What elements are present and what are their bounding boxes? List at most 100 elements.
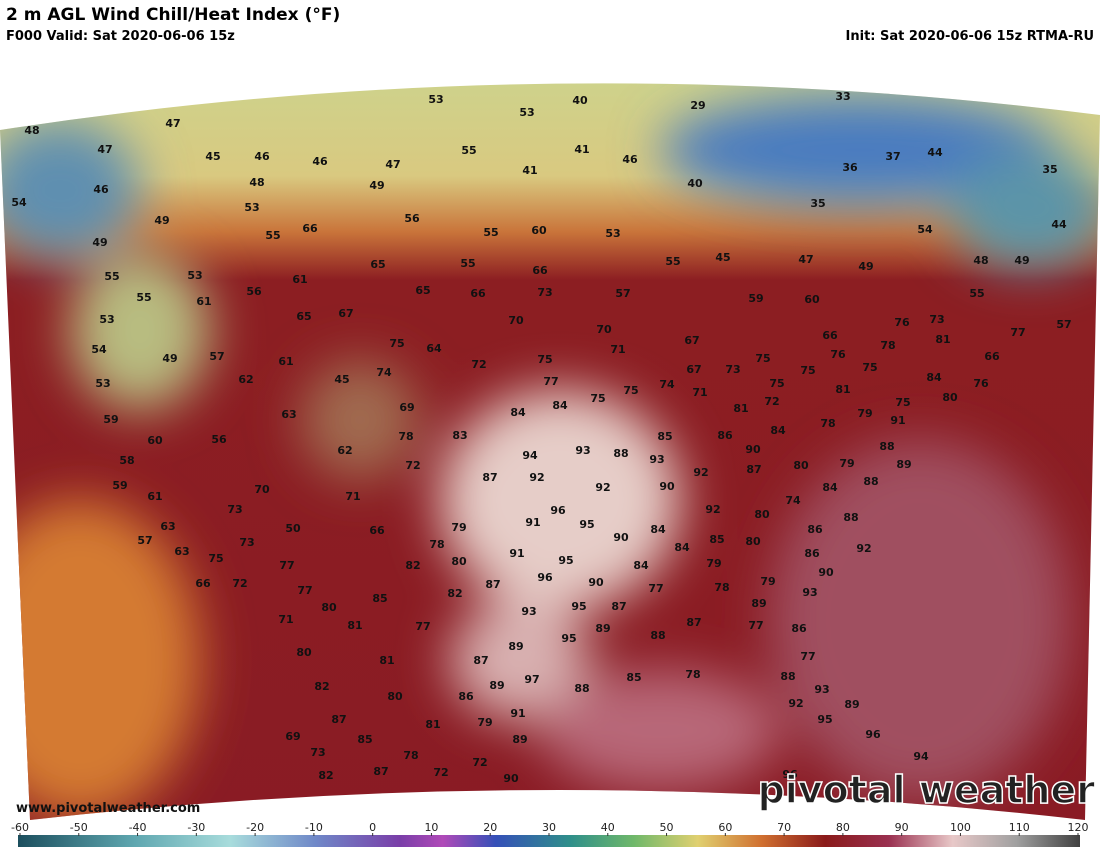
temp-label: 56 — [246, 285, 262, 298]
temp-label: 67 — [684, 334, 699, 347]
colorbar-tick-label: -40 — [129, 821, 147, 834]
temp-label: 60 — [147, 434, 163, 447]
temp-label: 72 — [232, 577, 247, 590]
temp-label: 47 — [798, 253, 813, 266]
temp-label: 84 — [770, 424, 786, 437]
title: 2 m AGL Wind Chill/Heat Index (°F) — [6, 5, 340, 25]
temp-label: 90 — [588, 576, 604, 589]
temp-label: 81 — [935, 333, 950, 346]
temp-label: 62 — [238, 373, 253, 386]
temp-label: 86 — [458, 690, 474, 703]
temp-label: 61 — [147, 490, 162, 503]
temp-label: 86 — [791, 622, 807, 635]
temp-label: 81 — [379, 654, 394, 667]
colorbar-tick-label: 120 — [1068, 821, 1089, 834]
colorbar-tick-label: 100 — [950, 821, 971, 834]
temp-label: 85 — [372, 592, 387, 605]
temp-label: 91 — [890, 414, 905, 427]
temp-label: 86 — [807, 523, 823, 536]
temp-label: 47 — [385, 158, 400, 171]
temp-label: 78 — [398, 430, 413, 443]
colorbar-tick-label: 110 — [1009, 821, 1030, 834]
temp-label: 90 — [818, 566, 834, 579]
temp-label: 77 — [800, 650, 815, 663]
temp-label: 70 — [596, 323, 612, 336]
temp-label: 96 — [865, 728, 881, 741]
temp-label: 92 — [788, 697, 803, 710]
temp-label: 84 — [822, 481, 838, 494]
temp-label: 72 — [764, 395, 779, 408]
temp-label: 46 — [254, 150, 270, 163]
temp-label: 44 — [1051, 218, 1067, 231]
value-labels: 48 47 47 45 46 46 47 53 53 40 29 33 55 41 46 37 44 35 36 41… — [11, 90, 1071, 785]
temp-label: 95 — [817, 713, 832, 726]
temp-label: 48 — [249, 176, 264, 189]
temp-label: 89 — [896, 458, 911, 471]
temp-label: 75 — [895, 396, 910, 409]
temp-label: 89 — [508, 640, 523, 653]
temp-label: 70 — [254, 483, 270, 496]
temp-label: 79 — [839, 457, 854, 470]
site-url: www.pivotalweather.com — [16, 801, 200, 816]
temp-label: 84 — [926, 371, 942, 384]
temp-label: 77 — [648, 582, 663, 595]
colorbar-tick-label: 60 — [718, 821, 732, 834]
brand-watermark: pivotal weather — [758, 768, 1096, 812]
colorbar-tick-label: 20 — [483, 821, 497, 834]
temp-label: 88 — [650, 629, 665, 642]
temp-label: 63 — [174, 545, 189, 558]
temp-label: 74 — [785, 494, 801, 507]
temp-label: 92 — [693, 466, 708, 479]
temp-label: 81 — [347, 619, 362, 632]
temp-label: 64 — [426, 342, 442, 355]
temp-label: 85 — [357, 733, 372, 746]
temp-label: 90 — [503, 772, 519, 785]
temp-label: 57 — [209, 350, 224, 363]
temp-label: 84 — [674, 541, 690, 554]
temp-label: 45 — [205, 150, 220, 163]
temp-label: 77 — [297, 584, 312, 597]
temp-label: 54 — [11, 196, 27, 209]
temp-label: 78 — [820, 417, 835, 430]
temp-label: 94 — [522, 449, 538, 462]
temp-label: 70 — [508, 314, 524, 327]
temp-label: 65 — [370, 258, 385, 271]
temp-label: 83 — [452, 429, 467, 442]
temp-label: 73 — [929, 313, 944, 326]
temp-label: 49 — [92, 236, 107, 249]
temp-label: 66 — [195, 577, 211, 590]
temp-label: 75 — [590, 392, 605, 405]
temp-label: 55 — [461, 144, 476, 157]
temp-label: 46 — [93, 183, 109, 196]
temp-label: 69 — [399, 401, 414, 414]
temp-label: 92 — [705, 503, 720, 516]
temp-label: 48 — [973, 254, 988, 267]
temp-label: 53 — [95, 377, 110, 390]
colorbar-tick-label: 0 — [369, 821, 376, 834]
temp-label: 88 — [613, 447, 628, 460]
temp-label: 63 — [160, 520, 175, 533]
temp-label: 92 — [529, 471, 544, 484]
colorbar-tick-label: 40 — [601, 821, 615, 834]
temp-label: 93 — [521, 605, 536, 618]
temp-label: 73 — [239, 536, 254, 549]
temp-label: 79 — [477, 716, 492, 729]
temp-label: 95 — [571, 600, 586, 613]
colorbar-tick-label: -30 — [187, 821, 205, 834]
temp-label: 71 — [278, 613, 293, 626]
temp-label: 66 — [532, 264, 548, 277]
temp-label: 57 — [137, 534, 152, 547]
colorbar-tick-label: -50 — [70, 821, 88, 834]
temp-label: 53 — [519, 106, 534, 119]
temp-label: 78 — [429, 538, 444, 551]
temp-label: 84 — [552, 399, 568, 412]
temp-label: 61 — [292, 273, 307, 286]
temp-label: 86 — [717, 429, 733, 442]
temp-label: 72 — [433, 766, 448, 779]
temp-label: 60 — [531, 224, 547, 237]
temp-label: 80 — [793, 459, 809, 472]
temp-label: 66 — [302, 222, 318, 235]
temp-label: 54 — [917, 223, 933, 236]
temp-label: 96 — [537, 571, 553, 584]
temp-label: 84 — [510, 406, 526, 419]
